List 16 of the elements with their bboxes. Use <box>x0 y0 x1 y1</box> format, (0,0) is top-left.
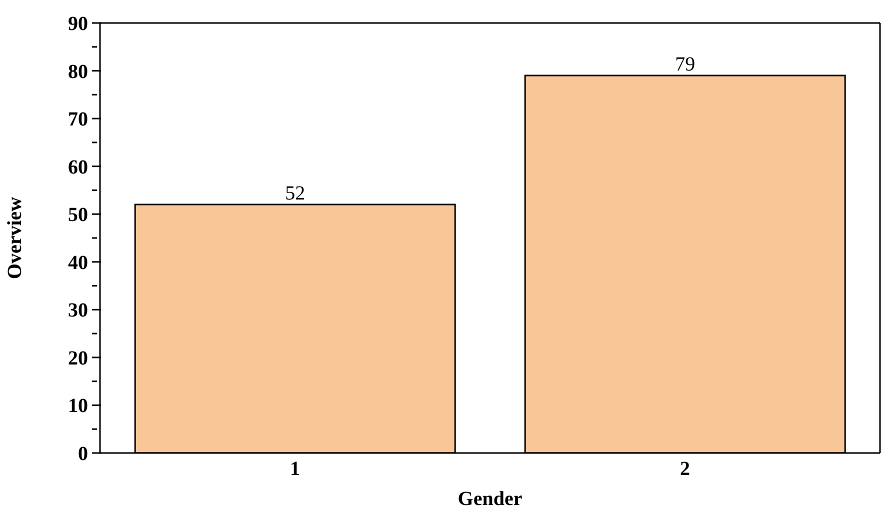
y-tick-label: 10 <box>68 395 88 418</box>
y-tick-label: 30 <box>68 300 88 322</box>
y-tick-label: 90 <box>68 13 88 35</box>
x-axis-title: Gender <box>458 488 522 507</box>
x-tick-label: 1 <box>290 458 300 480</box>
y-tick-label: 50 <box>68 204 88 226</box>
y-tick-label: 80 <box>68 60 88 83</box>
y-axis-title: Overview <box>4 196 26 280</box>
y-tick-label: 40 <box>68 252 88 274</box>
data-label: 79 <box>675 54 696 76</box>
y-tick-label: 20 <box>68 347 88 370</box>
y-tick-label: 60 <box>68 156 88 178</box>
data-label: 52 <box>285 182 306 205</box>
y-tick-label: 70 <box>68 108 88 131</box>
x-tick-label: 2 <box>680 458 690 480</box>
y-tick-label: 0 <box>78 443 88 465</box>
